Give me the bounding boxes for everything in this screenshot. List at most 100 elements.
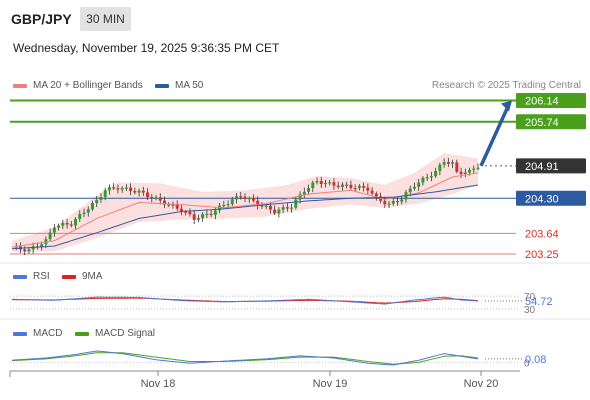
candle-body: [400, 199, 404, 202]
candle-body: [103, 190, 107, 198]
credit-text: Research © 2025 Trading Central: [431, 80, 581, 91]
candle-body: [315, 181, 319, 183]
candle-body: [332, 182, 336, 186]
candle-body: [336, 185, 340, 187]
candle-body: [188, 211, 192, 215]
level-tag: [516, 190, 586, 206]
candle-body: [120, 188, 124, 190]
candle-body: [235, 196, 239, 200]
candle-body: [99, 197, 103, 200]
candle-body: [175, 204, 179, 209]
candle-body: [476, 167, 480, 169]
candle-body: [260, 205, 264, 207]
candle-body: [353, 188, 357, 190]
candle-body: [412, 186, 416, 189]
level-label: 203.64: [525, 228, 559, 240]
candle-body: [230, 199, 234, 205]
candle-body: [239, 196, 243, 198]
candle-body: [459, 171, 463, 175]
candle-body: [463, 172, 467, 175]
rsi-tick-label: 30: [524, 305, 536, 316]
x-axis-tick-label: Nov 18: [141, 378, 176, 390]
candle-body: [107, 187, 111, 191]
candle-body: [226, 204, 230, 206]
rsi-value-label: 54.72: [525, 296, 553, 308]
candle-body: [307, 187, 311, 192]
level-label: 206.14: [525, 96, 559, 108]
level-label: 204.91: [525, 161, 559, 173]
candle-body: [294, 199, 298, 208]
candle-body: [311, 182, 315, 188]
candle-body: [434, 171, 438, 177]
timeframe-badge[interactable]: 30 MIN: [80, 7, 131, 31]
symbol-title: GBP/JPY: [11, 11, 72, 27]
candle-body: [442, 162, 446, 165]
legend-rsi-swatch: [13, 274, 27, 279]
x-axis-tick-label: Nov 19: [313, 378, 348, 390]
ma50-line: [11, 184, 479, 250]
candle-body: [78, 213, 82, 220]
legend-macd: MACD: [13, 328, 62, 339]
candle-body: [65, 222, 69, 225]
legend-rsi-label: RSI: [33, 271, 50, 282]
legend-macd-signal-swatch: [75, 331, 89, 336]
candle-body: [218, 205, 222, 211]
candle-body: [302, 191, 306, 195]
candle-body: [417, 182, 421, 187]
candle-body: [408, 188, 412, 193]
macd-value-label: 0.08: [525, 354, 546, 366]
candle-body: [455, 162, 459, 172]
candle-body: [52, 227, 56, 233]
candle-body: [112, 187, 116, 189]
candle-body: [251, 198, 255, 201]
candle-body: [205, 213, 209, 216]
candle-body: [319, 181, 323, 185]
legend-ma50-swatch: [155, 83, 169, 88]
candle-body: [285, 207, 289, 209]
candle-body: [374, 193, 378, 197]
candle-body: [247, 198, 251, 200]
candle-body: [129, 187, 133, 192]
candle-body: [387, 203, 391, 205]
candle-body: [451, 162, 455, 164]
candle-body: [366, 187, 370, 191]
candle-body: [27, 249, 31, 252]
candle-body: [383, 200, 387, 205]
legend-ma20-swatch: [13, 83, 27, 88]
candle-body: [256, 200, 260, 206]
candle-body: [396, 201, 399, 203]
candle-body: [163, 200, 166, 205]
candle-body: [357, 185, 361, 189]
candle-body: [154, 197, 158, 199]
candle-body: [277, 209, 281, 214]
candle-body: [69, 224, 73, 226]
legend-macd-signal: MACD Signal: [75, 328, 155, 339]
candle-body: [82, 212, 86, 214]
candle-body: [167, 204, 171, 206]
candle-body: [243, 196, 247, 199]
candle-body: [124, 187, 128, 189]
level-label: 204.30: [525, 193, 559, 205]
candle-body: [184, 211, 188, 213]
level-label: 203.25: [525, 249, 559, 261]
projection-arrow-shaft: [479, 105, 510, 167]
candle-body: [345, 184, 349, 186]
candle-body: [268, 205, 272, 210]
candle-body: [23, 249, 27, 252]
candle-body: [273, 209, 277, 214]
candle-body: [298, 194, 302, 200]
candle-body: [446, 162, 450, 164]
candle-body: [179, 208, 183, 212]
candle-body: [141, 190, 145, 193]
candle-body: [57, 225, 61, 228]
candle-body: [349, 184, 353, 189]
legend-ma50-label: MA 50: [175, 80, 204, 91]
legend-ma50: MA 50: [155, 80, 203, 91]
level-tag: [516, 114, 586, 130]
projection-arrow-head: [501, 100, 512, 112]
candle-body: [340, 184, 344, 187]
candle-body: [14, 246, 18, 248]
macd-tick-label: 0: [524, 358, 530, 369]
legend-9ma-label: 9MA: [82, 271, 103, 282]
